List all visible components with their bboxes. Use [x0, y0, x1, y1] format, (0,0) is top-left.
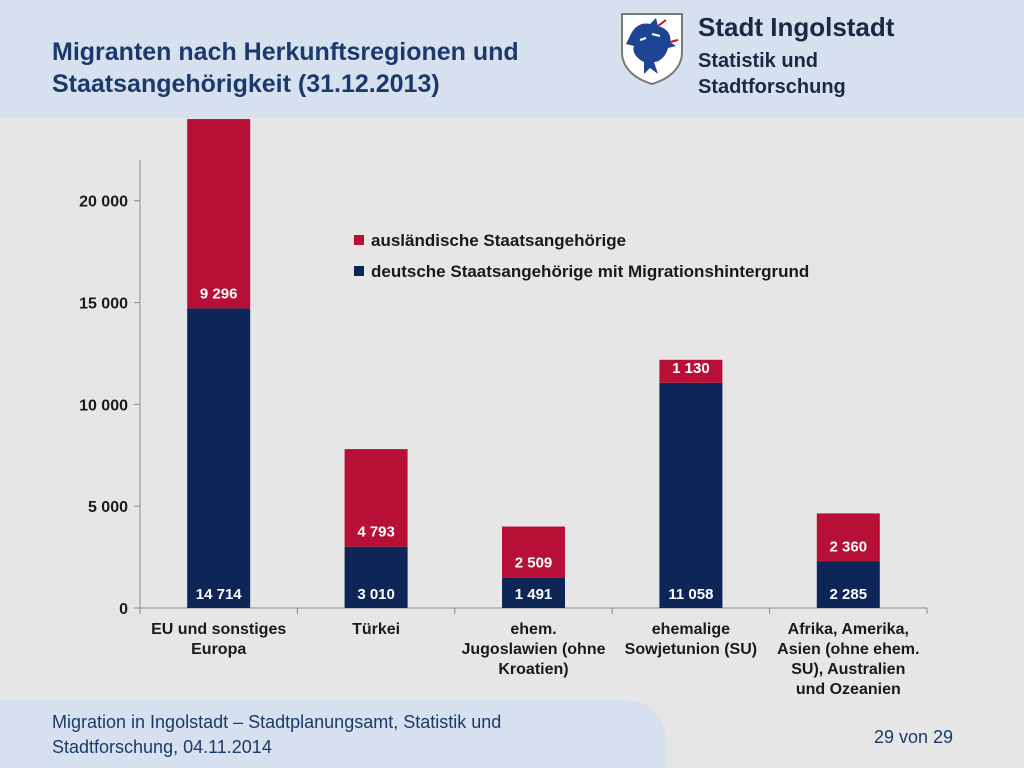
header-band: [0, 0, 1024, 118]
org-subtitle: Statistik und Stadtforschung: [698, 48, 938, 100]
data-label: 2 360: [830, 538, 868, 555]
x-category-label: und Ozeanien: [796, 681, 901, 698]
data-label: 1 130: [672, 360, 710, 377]
x-category-label: Afrika, Amerika,: [788, 621, 909, 638]
data-label: 4 793: [357, 524, 395, 541]
data-label: 1 491: [515, 586, 553, 603]
x-category-label: Sowjetunion (SU): [625, 641, 757, 658]
page-title-line-2: Staatsangehörigkeit (31.12.2013): [52, 70, 440, 98]
bar-segment-foreign: [659, 359, 723, 383]
legend-swatch: [354, 235, 364, 245]
org-subtitle-line-2: Stadtforschung: [698, 76, 846, 98]
x-category-label: Jugoslawien (ohne: [461, 641, 605, 658]
legend-label: deutsche Staatsangehörige mit Migrations…: [371, 262, 809, 281]
y-tick-label: 15 000: [79, 296, 128, 313]
bar-segment-foreign: [502, 526, 565, 578]
x-category-label: Europa: [191, 641, 246, 658]
page-title-line-1: Migranten nach Herkunftsregionen und: [52, 38, 519, 66]
data-label: 2 509: [515, 555, 553, 572]
bar-segment-foreign: [344, 449, 408, 547]
org-name: Stadt Ingolstadt: [698, 12, 895, 42]
page-number: 29 von 29: [874, 727, 954, 747]
bar-segment-german: [187, 308, 251, 608]
x-category-label: Asien (ohne ehem.: [777, 641, 919, 658]
city-crest-panther-icon: [621, 13, 683, 86]
x-category-label: ehem.: [510, 621, 556, 638]
legend-swatch: [354, 266, 364, 276]
legend-label: ausländische Staatsangehörige: [371, 231, 626, 250]
x-category-label: EU und sonstiges: [151, 621, 286, 638]
data-label: 2 285: [830, 586, 868, 603]
y-tick-label: 20 000: [79, 194, 128, 211]
footer-band: [0, 700, 666, 768]
y-tick-label: 0: [119, 601, 128, 618]
bar-segment-german: [502, 577, 565, 608]
footer-source-line-2: Stadtforschung, 04.11.2014: [52, 737, 272, 757]
y-tick-label: 10 000: [79, 397, 128, 414]
stacked-bar-chart: 0 5 000 10 000 15 000 20 000 14 714 9 296 EU un…: [79, 119, 928, 698]
footer-source-line-1: Migration in Ingolstadt – Stadtplanungsa…: [52, 712, 502, 732]
x-category-label: Kroatien): [498, 661, 568, 678]
footer-source: Migration in Ingolstadt – Stadtplanungsa…: [52, 710, 652, 760]
data-label: 3 010: [357, 586, 395, 603]
page-title: Migranten nach Herkunftsregionen und Sta…: [52, 36, 612, 100]
data-label: 14 714: [196, 586, 243, 603]
x-category-label: ehemalige: [652, 621, 730, 638]
bar-segment-foreign: [187, 119, 251, 309]
bar-segment-german: [816, 561, 880, 608]
bar-segment-german: [659, 382, 723, 608]
y-tick-label: 5 000: [88, 499, 128, 516]
x-category-label: SU), Australien: [791, 661, 905, 678]
x-category-label: Türkei: [352, 621, 400, 638]
bar-segment-german: [344, 546, 408, 608]
data-label: 9 296: [200, 285, 238, 302]
data-label: 11 058: [668, 586, 713, 603]
org-subtitle-line-1: Statistik und: [698, 50, 819, 72]
bar-segment-foreign: [816, 513, 880, 562]
